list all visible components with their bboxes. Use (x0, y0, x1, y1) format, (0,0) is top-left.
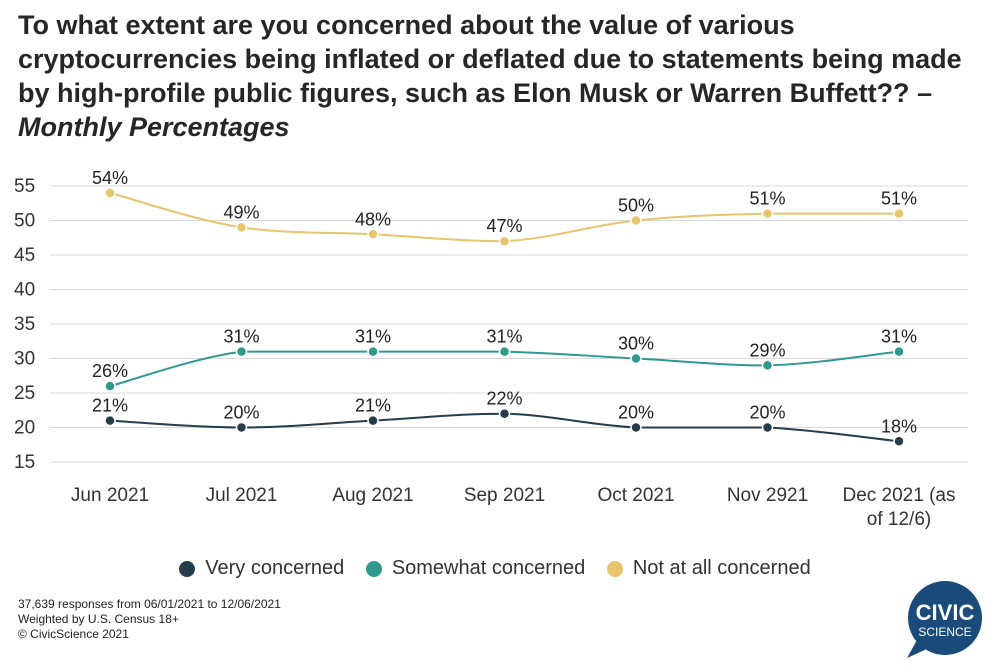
y-tick-label-50: 50 (14, 211, 35, 232)
data-point-not-at-all-concerned-5 (761, 207, 774, 220)
data-point-somewhat-concerned-3 (498, 345, 511, 358)
data-point-not-at-all-concerned-1 (235, 221, 248, 234)
data-point-somewhat-concerned-1 (235, 345, 248, 358)
data-label-not-at-all-concerned-6: 51% (881, 189, 917, 209)
data-point-not-at-all-concerned-3 (498, 235, 511, 247)
logo-word-science: SCIENCE (918, 625, 971, 639)
data-point-not-at-all-concerned-4 (630, 214, 642, 227)
y-axis-ticks: 15 20 25 30 35 40 45 50 55 (14, 176, 35, 473)
data-label-somewhat-concerned-2: 31% (355, 327, 391, 347)
x-tick-label-2: Aug 2021 (332, 485, 413, 506)
x-tick-label-0: Jun 2021 (71, 485, 149, 506)
footer-weighting: Weighted by U.S. Census 18+ (18, 612, 179, 626)
legend-dot-very-concerned (179, 560, 196, 577)
logo-speech-tail (907, 640, 929, 658)
data-label-not-at-all-concerned-2: 48% (355, 209, 391, 229)
data-labels: 21% 20% 21% 22% 20% 20% 18% 26% 31% 31% 31% 30% 29% 3… (92, 168, 917, 436)
data-label-not-at-all-concerned-1: 49% (223, 202, 259, 222)
series-layer (104, 187, 905, 448)
civicscience-logo: CIVIC SCIENCE (907, 581, 982, 658)
data-point-somewhat-concerned-5 (761, 359, 774, 372)
y-tick-label-45: 45 (14, 245, 35, 266)
data-label-somewhat-concerned-6: 31% (881, 327, 917, 347)
data-point-very-concerned-1 (235, 421, 248, 434)
data-point-somewhat-concerned-2 (367, 345, 379, 358)
data-label-somewhat-concerned-0: 26% (92, 361, 128, 381)
data-point-very-concerned-0 (104, 414, 116, 427)
x-tick-label-line: Jun 2021 (71, 485, 149, 506)
x-tick-label-1: Jul 2021 (206, 485, 278, 506)
data-point-not-at-all-concerned-0 (104, 187, 116, 199)
legend-item-somewhat-concerned: Somewhat concerned (365, 557, 586, 580)
data-label-not-at-all-concerned-3: 47% (486, 216, 522, 236)
data-point-somewhat-concerned-0 (104, 380, 116, 392)
y-tick-label-35: 35 (14, 314, 35, 335)
data-label-somewhat-concerned-1: 31% (223, 327, 259, 347)
data-label-somewhat-concerned-5: 29% (749, 340, 785, 360)
y-tick-label-20: 20 (14, 418, 35, 439)
x-tick-label-6: Dec 2021 (as of 12/6) (842, 485, 955, 530)
data-label-very-concerned-1: 20% (223, 403, 259, 423)
logo-word-civic: CIVIC (916, 600, 975, 625)
footer-copyright: © CivicScience 2021 (18, 627, 129, 641)
data-label-very-concerned-3: 22% (486, 389, 522, 409)
y-tick-label-40: 40 (14, 280, 35, 301)
x-axis-ticks: Jun 2021 Jul 2021 Aug 2021 Sep 2021 Oct 2021… (71, 485, 956, 530)
legend: Very concerned Somewhat concerned Not at… (0, 557, 990, 583)
footer-notes: 37,639 responses from 06/01/2021 to 12/0… (18, 597, 281, 642)
footer-responses: 37,639 responses from 06/01/2021 to 12/0… (18, 597, 281, 611)
chart-title-text: To what extent are you concerned about t… (18, 10, 962, 108)
x-tick-label-line: Dec 2021 (as (842, 485, 955, 506)
x-tick-label-3: Sep 2021 (464, 485, 545, 506)
gridlines (50, 185, 968, 463)
data-label-not-at-all-concerned-5: 51% (749, 189, 785, 209)
y-tick-label-25: 25 (14, 383, 35, 404)
data-label-not-at-all-concerned-0: 54% (92, 168, 128, 188)
data-point-somewhat-concerned-6 (893, 345, 905, 358)
legend-label-very-concerned: Very concerned (205, 557, 345, 579)
legend-dot-not-at-all-concerned (606, 560, 623, 577)
data-label-not-at-all-concerned-4: 50% (618, 196, 654, 216)
data-label-very-concerned-6: 18% (881, 416, 917, 436)
data-point-not-at-all-concerned-6 (893, 207, 905, 220)
legend-label-not-at-all-concerned: Not at all concerned (632, 557, 811, 579)
x-tick-label-4: Oct 2021 (597, 485, 674, 506)
data-label-somewhat-concerned-4: 30% (618, 334, 654, 354)
chart-subtitle: – Monthly Percentages (18, 78, 933, 142)
logo-badge (908, 581, 982, 655)
line-chart: 15 20 25 30 35 40 45 50 55 Jun 2021 Jul 2021 Aug 2… (14, 168, 968, 530)
data-point-very-concerned-3 (498, 407, 511, 420)
data-label-somewhat-concerned-3: 31% (486, 327, 522, 347)
legend-dot-somewhat-concerned (365, 560, 382, 577)
y-tick-label-15: 15 (14, 452, 35, 473)
legend-label-somewhat-concerned: Somewhat concerned (391, 557, 586, 579)
data-label-very-concerned-5: 20% (749, 403, 785, 423)
x-tick-label-line: Nov 2921 (727, 485, 808, 506)
x-tick-label-line: Jul 2021 (206, 485, 278, 506)
data-label-very-concerned-0: 21% (92, 396, 128, 416)
data-point-very-concerned-5 (761, 421, 774, 434)
data-point-very-concerned-4 (630, 421, 642, 434)
data-point-very-concerned-6 (893, 435, 905, 448)
legend-item-not-at-all-concerned: Not at all concerned (606, 557, 811, 580)
data-label-very-concerned-2: 21% (355, 396, 391, 416)
x-tick-label-5: Nov 2921 (727, 485, 808, 506)
y-tick-label-30: 30 (14, 349, 35, 370)
legend-item-very-concerned: Very concerned (179, 557, 344, 580)
x-tick-label-line: of 12/6) (867, 509, 931, 530)
x-tick-label-line: Aug 2021 (332, 485, 413, 506)
data-point-not-at-all-concerned-2 (367, 228, 379, 241)
chart-title: To what extent are you concerned about t… (18, 8, 968, 144)
data-point-very-concerned-2 (367, 414, 379, 427)
x-tick-label-line: Oct 2021 (597, 485, 674, 506)
data-label-very-concerned-4: 20% (618, 403, 654, 423)
y-tick-label-55: 55 (14, 176, 35, 197)
data-point-somewhat-concerned-4 (630, 352, 642, 365)
x-tick-label-line: Sep 2021 (464, 485, 545, 506)
